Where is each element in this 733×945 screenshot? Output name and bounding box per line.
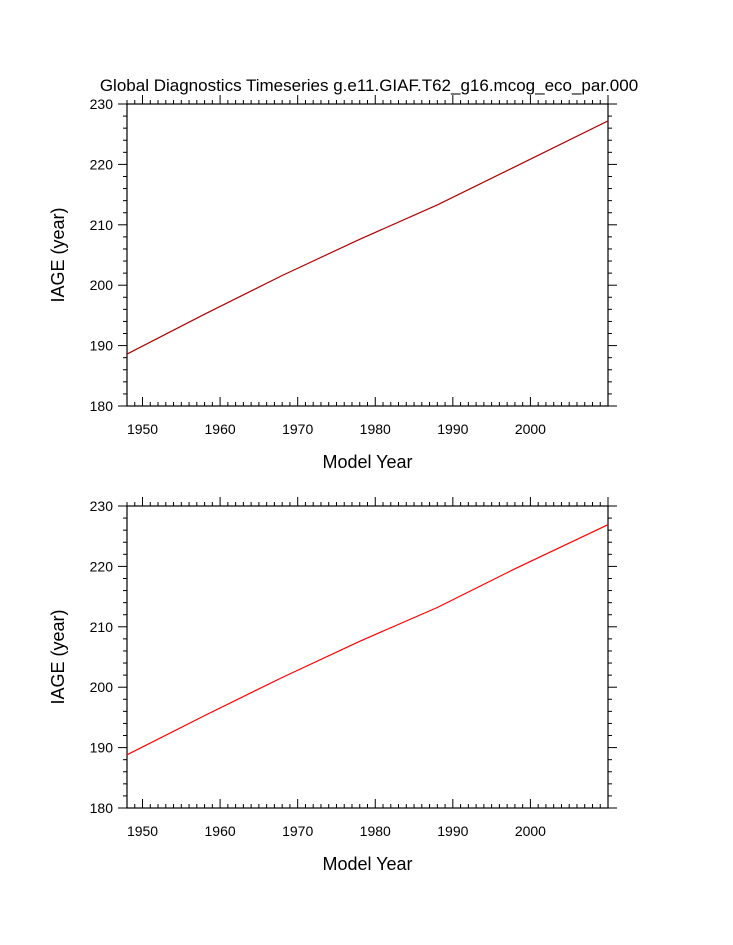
x-axis-title: Model Year bbox=[322, 854, 412, 874]
x-tick-label: 1980 bbox=[360, 421, 391, 437]
y-axis-title: IAGE (year) bbox=[48, 609, 68, 704]
y-tick-label: 220 bbox=[90, 156, 114, 172]
y-tick-label: 210 bbox=[90, 619, 114, 635]
y-tick-label: 230 bbox=[90, 498, 114, 514]
y-tick-label: 220 bbox=[90, 558, 114, 574]
series-line bbox=[126, 524, 609, 756]
page-title: Global Diagnostics Timeseries g.e11.GIAF… bbox=[100, 76, 638, 95]
top-panel: 1950 1960 1970 1980 1990 2000 180 190 200 210 220 2… bbox=[48, 95, 617, 472]
x-tick-label: 1970 bbox=[282, 421, 313, 437]
x-tick-label: 1950 bbox=[127, 421, 158, 437]
y-tick-label: 210 bbox=[90, 217, 114, 233]
y-tick-label: 190 bbox=[90, 338, 114, 354]
y-tick-label: 200 bbox=[90, 679, 114, 695]
x-tick-label: 1980 bbox=[360, 823, 391, 839]
x-tick-label: 1960 bbox=[205, 823, 236, 839]
x-tick-label: 1960 bbox=[205, 421, 236, 437]
x-axis-title: Model Year bbox=[322, 452, 412, 472]
x-tick-label: 1990 bbox=[437, 421, 468, 437]
y-tick-label: 180 bbox=[90, 398, 114, 414]
y-axis-title: IAGE (year) bbox=[48, 207, 68, 302]
y-tick-label: 200 bbox=[90, 277, 114, 293]
x-tick-label: 2000 bbox=[515, 823, 546, 839]
y-tick-label: 230 bbox=[90, 96, 114, 112]
series-line bbox=[126, 120, 609, 355]
x-tick-label: 2000 bbox=[515, 421, 546, 437]
x-tick-label: 1990 bbox=[437, 823, 468, 839]
x-tick-label: 1970 bbox=[282, 823, 313, 839]
y-tick-label: 180 bbox=[90, 800, 114, 816]
plot-frame bbox=[126, 103, 609, 407]
bottom-panel: 1950 1960 1970 1980 1990 2000 180 190 200 210 220 2… bbox=[48, 497, 617, 874]
plot-frame bbox=[126, 505, 609, 809]
y-tick-label: 190 bbox=[90, 740, 114, 756]
x-tick-label: 1950 bbox=[127, 823, 158, 839]
